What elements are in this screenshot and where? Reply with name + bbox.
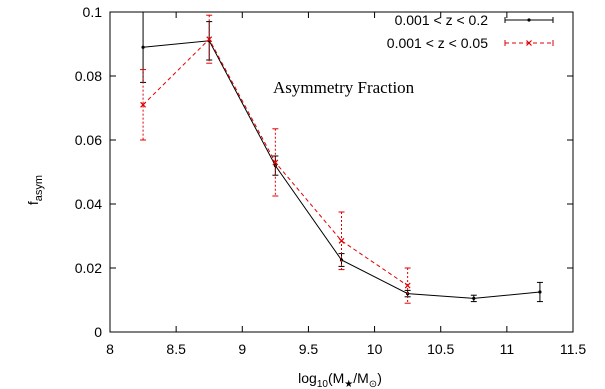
- x-axis-label-sub1: 10: [317, 379, 329, 389]
- x-tick-label: 9.5: [299, 341, 319, 357]
- series-2-point: [272, 159, 279, 166]
- x-axis-label-sun: ⊙: [369, 379, 377, 389]
- x-tick-label: 11: [500, 341, 515, 357]
- legend: 0.001 < z < 0.2 0.001 < z < 0.05: [387, 12, 554, 51]
- legend-marker: [526, 40, 532, 46]
- chart-annotation: Asymmetry Fraction: [273, 78, 415, 97]
- x-tick-label: 8: [106, 341, 114, 357]
- legend-sample-series-1: [504, 17, 554, 23]
- y-tick-label: 0.02: [75, 260, 102, 276]
- y-axis-label-sub: asym: [33, 175, 45, 201]
- y-tick-label: 0: [94, 324, 102, 340]
- series-1: [140, 11, 543, 303]
- series-layer: [140, 11, 543, 304]
- x-tick-label: 10.5: [427, 341, 454, 357]
- legend-label-series-1: 0.001 < z < 0.2: [395, 12, 489, 28]
- legend-label-series-2: 0.001 < z < 0.05: [387, 35, 488, 51]
- series-2-point: [404, 282, 411, 289]
- ticks-layer: 8 8.5 9 9.5 10 10.5 11 11.5 0 0.02 0.04 0.06 0.08 0.1: [75, 4, 587, 357]
- point-x-stroke: [338, 237, 345, 244]
- series-2-point: [206, 36, 213, 43]
- x-axis-label-post: ): [377, 370, 382, 386]
- y-axis-label: fasym: [25, 175, 45, 205]
- x-axis-label: log10(M★/M⊙): [298, 370, 382, 389]
- series-2-point: [338, 237, 345, 244]
- x-tick-label: 11.5: [560, 341, 586, 357]
- y-tick-label: 0.08: [75, 68, 102, 84]
- plot-frame: [109, 11, 574, 333]
- x-axis-label-pre: log: [298, 370, 317, 386]
- y-tick-label: 0.1: [83, 4, 103, 20]
- legend-sample-series-2: [504, 40, 554, 46]
- series-1-point: [538, 290, 542, 294]
- series-1-point: [141, 45, 145, 49]
- y-tick-label: 0.06: [75, 132, 102, 148]
- series-2-error-bar: [140, 69, 147, 141]
- point-x-stroke: [404, 282, 411, 289]
- point-x-stroke: [206, 36, 213, 43]
- legend-marker: [527, 18, 531, 22]
- x-tick-label: 9: [238, 341, 246, 357]
- series-1-point: [472, 296, 476, 300]
- x-axis-label-star: ★: [344, 379, 353, 389]
- point-x-stroke: [140, 101, 146, 108]
- y-axis-label-base: f: [25, 201, 41, 205]
- x-axis-label-mid: (M: [328, 370, 344, 386]
- series-2: [140, 14, 411, 304]
- point-x-stroke: [272, 159, 279, 166]
- series-2-point: [140, 101, 146, 108]
- y-tick-label: 0.04: [75, 196, 102, 212]
- x-axis-label-slash: /M: [353, 370, 369, 386]
- x-tick-label: 10: [367, 341, 383, 357]
- x-tick-label: 8.5: [166, 341, 186, 357]
